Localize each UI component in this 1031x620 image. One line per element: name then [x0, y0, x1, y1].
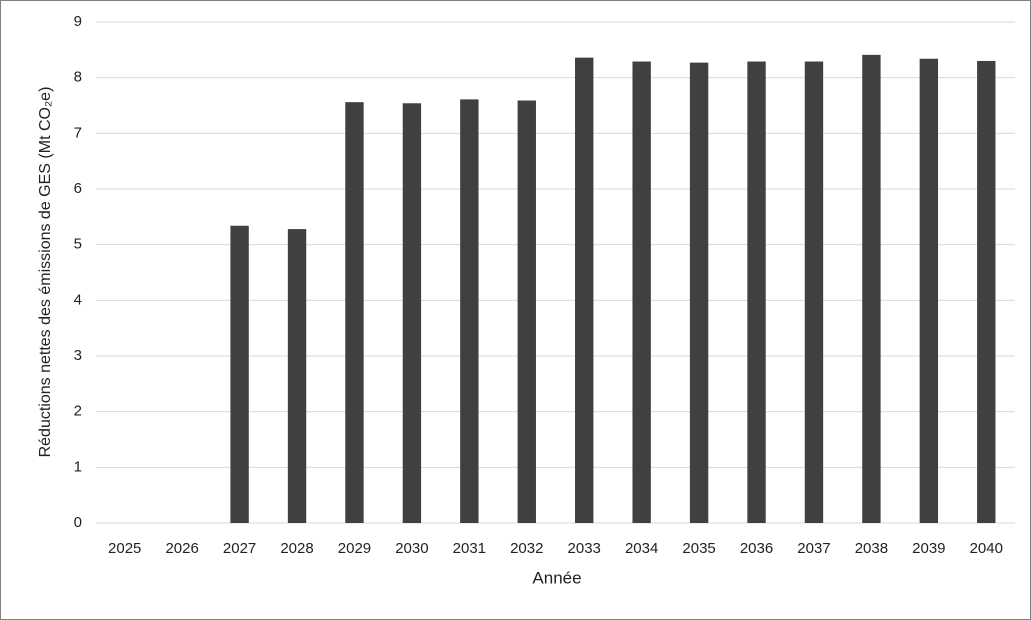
y-tick-label: 9 — [74, 13, 82, 30]
y-tick-label: 3 — [74, 347, 82, 364]
bar — [230, 225, 249, 524]
x-tick-label: 2025 — [108, 540, 141, 557]
bar — [747, 61, 766, 523]
bar — [919, 58, 939, 524]
x-tick-label: 2026 — [165, 540, 198, 557]
bar — [517, 100, 536, 524]
y-tick-label: 1 — [74, 458, 82, 475]
x-tick-label: 2035 — [682, 540, 715, 557]
y-tick-label: 4 — [74, 291, 82, 308]
bar — [689, 62, 709, 524]
y-tick-label: 2 — [74, 403, 82, 420]
x-tick-label: 2033 — [568, 540, 601, 557]
x-tick-label: 2032 — [510, 540, 543, 557]
bar — [804, 61, 824, 523]
x-tick-label: 2039 — [912, 540, 945, 557]
x-tick-label: 2038 — [855, 540, 888, 557]
x-tick-label: 2027 — [223, 540, 256, 557]
bar — [460, 99, 479, 524]
y-tick-label: 8 — [74, 69, 82, 86]
x-tick-label: 2028 — [280, 540, 313, 557]
y-tick-label: 0 — [74, 514, 82, 531]
bar — [862, 54, 881, 524]
x-tick-label: 2040 — [970, 540, 1003, 557]
bar — [287, 229, 307, 523]
bar — [977, 60, 996, 523]
bar — [575, 57, 594, 523]
x-tick-label: 2036 — [740, 540, 773, 557]
x-tick-label: 2031 — [453, 540, 486, 557]
x-tick-label: 2034 — [625, 540, 658, 557]
bar — [632, 61, 651, 523]
x-axis-label: Année — [532, 568, 581, 587]
x-tick-label: 2030 — [395, 540, 428, 557]
x-tick-label: 2037 — [797, 540, 830, 557]
bar — [345, 102, 364, 523]
y-tick-label: 7 — [74, 124, 82, 141]
y-tick-label: 6 — [74, 180, 82, 197]
bar — [402, 103, 422, 524]
y-axis-label: Réductions nettes des émissions de GES (… — [37, 87, 54, 458]
y-tick-label: 5 — [74, 236, 82, 253]
x-tick-label: 2029 — [338, 540, 371, 557]
